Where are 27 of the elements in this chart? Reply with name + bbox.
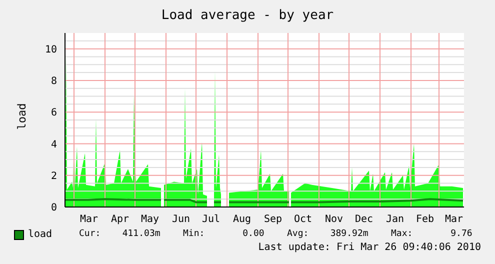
x-tick-label: Jul	[202, 214, 220, 226]
chart-title: Load average - by year	[160, 8, 335, 23]
x-tick-label: Feb	[416, 214, 434, 226]
y-tick-label: 2	[50, 170, 57, 182]
y-tick-label: 6	[50, 108, 57, 119]
text: Min: 0.00	[183, 229, 264, 239]
x-tick-label: Nov	[324, 214, 344, 226]
x-tick-label: Aug	[232, 214, 252, 226]
x-tick-label: Oct	[294, 214, 312, 226]
x-tick-label: Mar	[444, 214, 464, 226]
y-tick-label: 4	[50, 139, 57, 150]
x-tick-label: May	[140, 214, 160, 226]
x-tick-label: Sep	[264, 214, 282, 226]
x-tick-label: Dec	[354, 214, 374, 226]
text: Avg: 389.92m	[287, 229, 368, 239]
x-tick-label: Jun	[172, 214, 190, 226]
x-tick-label: Apr	[110, 214, 130, 226]
y-tick-label: 10	[44, 44, 57, 56]
x-tick-label: Jan	[386, 214, 404, 226]
legend-label: load	[28, 229, 52, 240]
text: Cur: 411.03m	[79, 229, 160, 239]
y-tick-label: 8	[50, 76, 57, 88]
text: Max: 9.76	[391, 229, 472, 239]
text: Last update: Fri Mar 26 09:40:06 2010	[258, 242, 481, 253]
y-axis-title: load	[16, 102, 28, 132]
y-tick-label: 0	[50, 202, 57, 214]
x-tick-label: Mar	[80, 214, 98, 226]
